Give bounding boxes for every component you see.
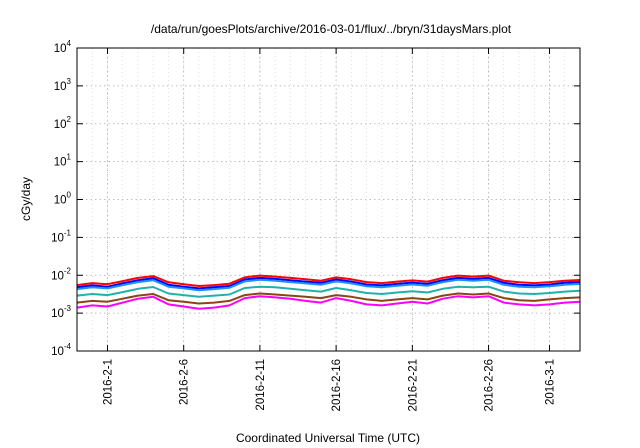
- series-line: [76, 278, 581, 292]
- y-ticks: 10-4 10-3 10-2 10-1 100 101 102 103 104: [51, 39, 580, 358]
- y-axis-label: cGy/day: [19, 177, 33, 221]
- series-line: [76, 274, 581, 287]
- x-tick-label: 2016-2-21: [407, 359, 419, 411]
- x-tick-label: 2016-2-6: [179, 359, 191, 405]
- x-ticks: 2016-2-1 2016-2-6 2016-2-11 2016-2-16 2016-2…: [102, 48, 557, 411]
- y-tick-label: 10-3: [51, 304, 71, 320]
- y-tick-label: 102: [54, 115, 72, 131]
- x-tick-label: 2016-3-1: [545, 359, 557, 405]
- y-tick-label: 104: [54, 39, 72, 55]
- series-group: [76, 274, 581, 310]
- series-line: [76, 292, 581, 305]
- series-line: [76, 276, 581, 290]
- y-tick-label: 103: [54, 77, 72, 93]
- y-tick-label: 10-2: [51, 266, 71, 282]
- y-tick-label: 10-1: [51, 228, 71, 244]
- x-tick-label: 2016-2-1: [102, 359, 114, 405]
- y-tick-label: 100: [54, 191, 72, 207]
- series-line: [76, 295, 581, 310]
- chart-title: /data/run/goesPlots/archive/2016-03-01/f…: [151, 22, 512, 36]
- x-tick-label: 2016-2-26: [484, 359, 496, 411]
- grid: [76, 48, 581, 351]
- x-tick-label: 2016-2-11: [255, 359, 267, 411]
- x-axis-label: Coordinated Universal Time (UTC): [236, 431, 420, 445]
- series-line: [76, 285, 581, 298]
- y-tick-label: 10-4: [51, 342, 71, 358]
- y-tick-label: 101: [54, 153, 72, 169]
- x-tick-label: 2016-2-16: [331, 359, 343, 411]
